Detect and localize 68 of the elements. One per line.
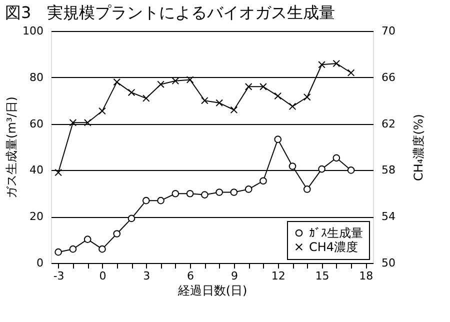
x-tick-label: 18 — [359, 270, 374, 282]
y-tick-label: 20 — [30, 210, 44, 224]
point — [128, 88, 136, 96]
point — [230, 106, 238, 114]
y-tick-label: 100 — [22, 24, 44, 38]
chart-title: 図3 実規模プラントによるバイオガス生成量 — [5, 3, 336, 22]
y-tick-label: 80 — [30, 70, 44, 84]
point — [113, 78, 121, 86]
point — [216, 188, 223, 196]
point — [172, 190, 180, 198]
point — [216, 99, 223, 107]
y-axis-title: ガス生成量(m³/日) — [4, 96, 19, 198]
y2-tick-label: 70 — [382, 24, 396, 38]
point — [347, 166, 355, 174]
point — [157, 80, 164, 88]
point — [54, 248, 62, 256]
point — [172, 77, 180, 85]
y2-tick-label: 58 — [382, 164, 396, 177]
y2-tick-label: 54 — [382, 210, 396, 224]
point — [318, 165, 326, 173]
point — [230, 188, 238, 196]
point — [69, 118, 77, 126]
point — [201, 191, 208, 198]
x-tick-label: 6 — [187, 270, 194, 282]
point — [84, 118, 92, 126]
point — [274, 136, 282, 143]
point — [303, 93, 311, 101]
y-tick-label: 60 — [30, 117, 44, 130]
point — [113, 230, 121, 238]
legend-label: CH4濃度 — [309, 240, 358, 254]
x-tick-label: 12 — [271, 270, 286, 282]
x-tick-label: 9 — [230, 270, 238, 282]
point — [347, 69, 355, 76]
point — [84, 236, 92, 243]
point — [201, 96, 208, 104]
x-tick-label: 0 — [99, 270, 106, 282]
point — [98, 245, 106, 253]
point — [186, 190, 194, 198]
point — [332, 154, 340, 162]
x-axis-title: 経過日数(日) — [176, 284, 248, 298]
point — [244, 186, 252, 193]
point — [98, 107, 106, 115]
y2-tick-label: 66 — [382, 70, 396, 84]
y-tick-label: 40 — [30, 164, 44, 177]
x-tick-label: 15 — [315, 270, 330, 282]
point — [332, 60, 340, 68]
point — [274, 92, 282, 100]
y2-tick-label: 50 — [382, 256, 396, 270]
y2-axis-title: CH₄濃度(%) — [411, 114, 426, 181]
point — [54, 168, 62, 176]
point — [128, 214, 136, 222]
point — [142, 196, 150, 204]
point — [288, 162, 296, 170]
point — [186, 76, 194, 84]
point — [260, 83, 267, 90]
point — [260, 177, 267, 185]
point — [318, 60, 326, 68]
point — [157, 196, 164, 204]
y-tick-label: 0 — [36, 256, 44, 270]
point — [288, 102, 296, 110]
x-tick-label: 3 — [143, 270, 150, 282]
point — [142, 94, 150, 102]
point — [244, 83, 252, 90]
y2-tick-label: 62 — [382, 117, 396, 130]
point — [69, 245, 77, 253]
legend-label: ｶﾞｽ生成量 — [309, 226, 363, 240]
x-tick-label: -3 — [53, 270, 64, 282]
point — [303, 186, 311, 193]
